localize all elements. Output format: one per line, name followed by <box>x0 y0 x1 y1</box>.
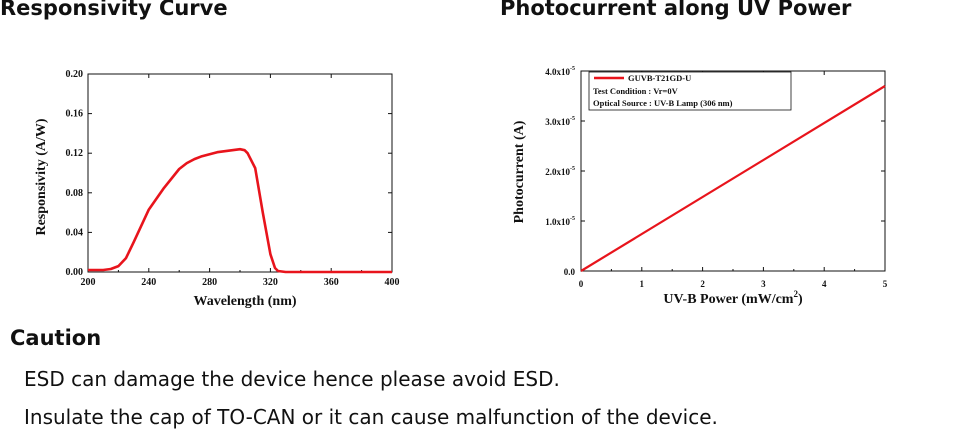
y-tick-label: 0.16 <box>66 109 84 120</box>
x-tick-label: 2 <box>700 279 705 289</box>
y-axis-label: Responsivity (A/W) <box>34 118 49 235</box>
photocurrent-series-line <box>580 85 886 272</box>
x-tick-label: 400 <box>385 277 400 288</box>
responsivity-section-title: Responsivity Curve <box>0 0 228 20</box>
responsivity-series-line <box>88 147 392 274</box>
legend-series-name: GUVB-T21GD-U <box>628 73 691 83</box>
y-tick-label: 0.00 <box>66 267 84 278</box>
caution-item-insulate: Insulate the cap of TO-CAN or it can cau… <box>24 405 718 429</box>
charts-canvas: 200 240 280 320 360 4000.000.040.080.120.160.… <box>34 66 888 309</box>
x-tick-label: 1 <box>640 279 645 289</box>
legend-optical-source: Optical Source : UV-B Lamp (306 nm) <box>593 98 733 108</box>
x-tick-label: 3 <box>761 279 766 289</box>
y-tick-label: 1.0x10-5 <box>545 216 575 227</box>
x-tick-label: 280 <box>202 277 217 288</box>
legend-test-condition: Test Condition : Vr=0V <box>593 86 679 96</box>
x-axis-label: UV-B Power (mW/cm2) <box>663 289 803 307</box>
x-axis-label: Wavelength (nm) <box>193 294 296 309</box>
x-tick-label: 240 <box>141 277 156 288</box>
photocurrent-section-title: Photocurrent along UV Power <box>500 0 852 20</box>
x-tick-label: 200 <box>81 277 96 288</box>
y-tick-label: 0.04 <box>66 227 84 238</box>
x-tick-label: 360 <box>324 277 339 288</box>
x-tick-label: 4 <box>822 279 827 289</box>
y-tick-label: 0.12 <box>66 148 84 159</box>
photocurrent-chart: 0 1 2 3 4 5 0.0 1.0x10-5 2.0x10-5 3.0x10-5 4.0x10-… <box>512 66 888 307</box>
y-tick-label: 0.0 <box>564 267 576 277</box>
y-tick-label: 2.0x10-5 <box>545 166 575 177</box>
x-tick-label: 0 <box>579 279 584 289</box>
x-tick-label: 5 <box>883 279 888 289</box>
y-tick-label: 0.08 <box>66 188 84 199</box>
y-tick-label: 3.0x10-5 <box>545 116 575 127</box>
y-tick-label: 0.20 <box>66 69 84 80</box>
y-tick-label: 4.0x10-5 <box>545 66 575 77</box>
y-axis-label: Photocurrent (A) <box>512 120 527 223</box>
x-tick-label: 320 <box>263 277 278 288</box>
caution-heading: Caution <box>10 326 102 350</box>
caution-item-esd: ESD can damage the device hence please a… <box>24 367 560 391</box>
responsivity-chart: 200 240 280 320 360 400 0.00 0.04 0.08 0.12 0.16 0.… <box>34 69 400 309</box>
